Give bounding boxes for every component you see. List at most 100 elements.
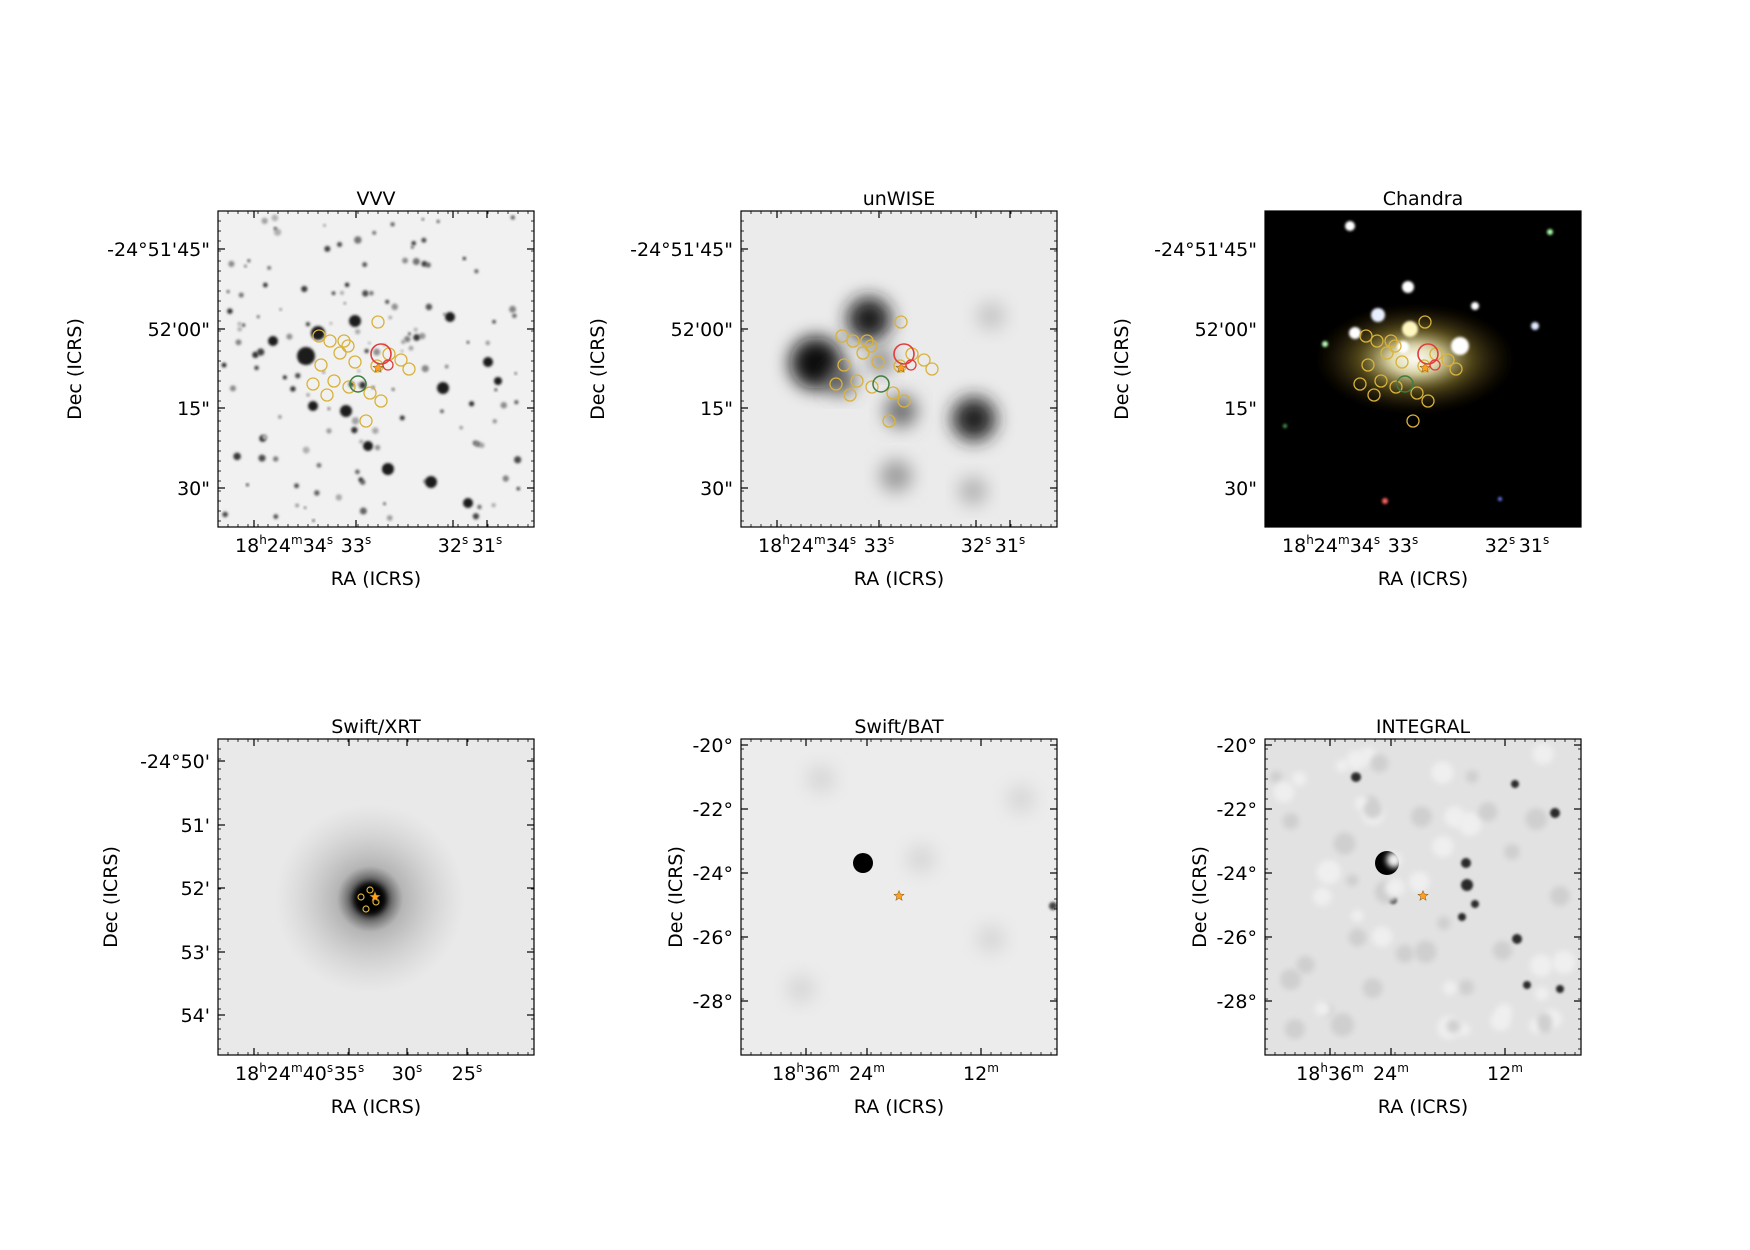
chandra-xray-source xyxy=(1498,497,1502,501)
ra-tick-value: 24 xyxy=(1373,1063,1397,1085)
vvv-star xyxy=(466,340,470,344)
unwise-candidate-circle xyxy=(894,315,908,329)
vvv-star xyxy=(509,305,517,313)
vvv-green-circle xyxy=(349,375,367,393)
unwise-source-blob xyxy=(880,460,912,492)
vvv-star xyxy=(337,241,343,248)
vvv-star xyxy=(312,519,315,522)
vvv-star xyxy=(494,388,498,392)
vvv-star xyxy=(485,340,490,346)
integral-noise xyxy=(1314,1001,1331,1017)
integral-noise xyxy=(1550,886,1570,906)
y-axis-label: Dec (ICRS) xyxy=(665,846,687,948)
integral-noise xyxy=(1492,940,1513,961)
ra-tick-unit: s xyxy=(1412,533,1418,547)
vvv-star xyxy=(421,237,427,243)
ra-tick-label: 18h24m40s xyxy=(235,1061,333,1085)
ra-tick-label: 32s xyxy=(438,533,468,557)
vvv-candidate-circle xyxy=(323,334,337,348)
panel-title: Swift/BAT xyxy=(854,716,944,738)
unwise-red-circle-small xyxy=(905,359,917,371)
ra-tick-unit: h xyxy=(782,533,790,547)
vvv-star xyxy=(514,400,519,405)
ra-tick-label: 33s xyxy=(1388,533,1418,557)
dec-tick-label: -24°51'45" xyxy=(1154,239,1257,261)
ra-tick-label: 25s xyxy=(452,1061,482,1085)
ra-tick-label: 12m xyxy=(963,1061,999,1085)
integral-noise xyxy=(1351,909,1364,923)
bat-noise xyxy=(977,925,1005,953)
integral-noise xyxy=(1362,978,1383,999)
integral-source xyxy=(1461,879,1473,891)
ra-tick-label: 24m xyxy=(1373,1061,1409,1085)
bat-noise xyxy=(807,765,835,793)
vvv-bright-star xyxy=(297,347,315,365)
ra-tick-value: 32 xyxy=(961,535,985,557)
chandra-image-content xyxy=(1283,221,1553,504)
integral-noise xyxy=(1532,743,1554,765)
vvv-star xyxy=(474,269,479,274)
ra-tick-value: 31 xyxy=(1519,535,1543,557)
dec-tick-label: -26° xyxy=(1216,927,1257,949)
ra-tick-value: 33 xyxy=(341,535,365,557)
chandra-xray-source xyxy=(1371,308,1385,322)
vvv-star xyxy=(351,417,360,425)
ra-tick-label: 31s xyxy=(472,533,502,557)
chandra-candidate-circle xyxy=(1418,315,1432,329)
vvv-star xyxy=(359,507,367,515)
ra-tick-value: 31 xyxy=(472,535,496,557)
unwise-candidate-circle xyxy=(846,334,860,348)
vvv-star xyxy=(254,365,259,371)
ra-tick-value: 34 xyxy=(826,535,850,557)
vvv-star xyxy=(301,285,308,293)
vvv-star xyxy=(243,264,247,268)
vvv-star xyxy=(322,370,326,374)
ra-tick-value: 25 xyxy=(452,1063,476,1085)
chandra-xray-source xyxy=(1322,341,1328,347)
ra-tick-unit: m xyxy=(1397,1061,1409,1075)
x-axis-label: RA (ICRS) xyxy=(854,568,944,590)
vvv-star xyxy=(271,214,279,222)
vvv-star xyxy=(290,386,296,392)
vvv-star xyxy=(326,428,332,434)
ra-tick-unit: s xyxy=(327,533,333,547)
vvv-candidate-circle xyxy=(371,315,385,329)
vvv-star xyxy=(399,415,405,421)
vvv-star xyxy=(306,393,310,397)
ra-tick-unit: s xyxy=(462,533,468,547)
dec-tick-label: -22° xyxy=(1216,799,1257,821)
ra-tick-unit: m xyxy=(291,533,303,547)
ra-tick-unit: m xyxy=(291,1061,303,1075)
unwise-candidate-circle xyxy=(886,386,900,400)
vvv-star xyxy=(440,409,444,414)
vvv-star xyxy=(500,401,508,409)
vvv-star xyxy=(390,222,395,227)
dec-tick-label: 52'00" xyxy=(148,319,210,341)
vvv-candidate-circle xyxy=(306,377,320,391)
chandra-xray-source xyxy=(1349,327,1361,339)
integral-source xyxy=(1511,780,1519,788)
unwise-source-blob xyxy=(977,302,1005,330)
unwise-candidate-circle xyxy=(917,353,931,367)
ra-tick-unit: h xyxy=(796,1061,804,1075)
vvv-star xyxy=(246,483,249,487)
ra-tick-label: 18h24m34s xyxy=(758,533,856,557)
vvv-star xyxy=(510,215,515,220)
x-axis-label: RA (ICRS) xyxy=(854,1096,944,1118)
integral-noise xyxy=(1495,1003,1513,1020)
ra-tick-value: 24 xyxy=(267,1063,291,1085)
unwise-source-blob xyxy=(847,297,891,341)
chandra-xray-source xyxy=(1382,498,1388,504)
vvv-star xyxy=(444,364,449,369)
ra-tick-label: 35s xyxy=(334,1061,364,1085)
dec-tick-label: 15" xyxy=(177,398,210,420)
chandra-xray-source xyxy=(1402,281,1414,293)
integral-noise xyxy=(1296,955,1315,974)
vvv-bright-star xyxy=(463,498,473,508)
vvv-star xyxy=(391,303,398,311)
panel-title: Chandra xyxy=(1383,188,1464,210)
ra-tick-value: 24 xyxy=(849,1063,873,1085)
vvv-star xyxy=(408,332,411,336)
